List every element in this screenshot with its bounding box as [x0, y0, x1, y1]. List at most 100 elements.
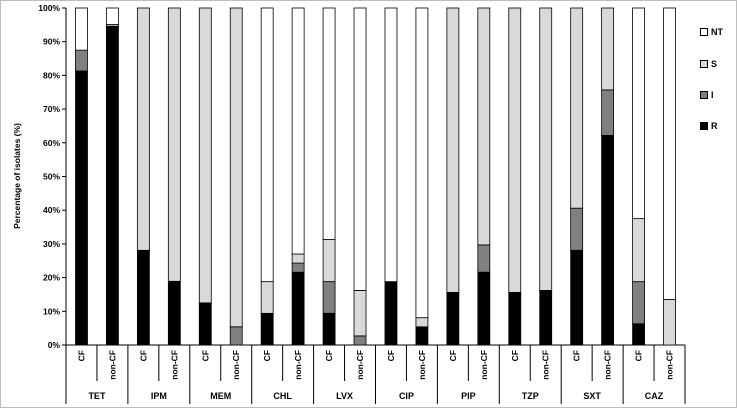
- x-group-label: TET: [88, 391, 106, 401]
- x-sub-label: CF: [200, 350, 210, 361]
- x-sub-label: non-CF: [355, 350, 365, 380]
- x-group-label: CAZ: [645, 391, 664, 401]
- y-axis-label: Percentage of isolates (%): [12, 123, 22, 229]
- bar-segment-s-mem-cf: [198, 7, 212, 304]
- x-sub-label: CF: [262, 350, 272, 361]
- legend-swatch-nt: [700, 28, 708, 36]
- x-sub-label: CF: [386, 350, 396, 361]
- y-tick-label: 50%: [43, 172, 60, 182]
- bar-segment-nt-cip-non-cf: [415, 7, 429, 319]
- x-sub-label: non-CF: [603, 350, 613, 380]
- bar-segment-s-tzp-non-cf: [539, 7, 553, 291]
- x-sub-label: non-CF: [231, 350, 241, 380]
- bar-segment-s-ipm-cf: [136, 7, 150, 251]
- bar-segment-i-chl-non-cf: [291, 262, 305, 273]
- x-sub-label: CF: [138, 350, 148, 361]
- x-group-label: PIP: [461, 391, 476, 401]
- bar-segment-r-tzp-cf: [508, 292, 522, 346]
- x-group-label: LVX: [336, 391, 353, 401]
- bar-segment-r-pip-non-cf: [477, 271, 491, 346]
- legend-item-s: S: [700, 58, 717, 70]
- bar-segment-s-sxt-non-cf: [601, 7, 615, 91]
- x-sub-label: non-CF: [665, 350, 675, 380]
- legend-swatch-s: [700, 60, 708, 68]
- bar-segment-s-caz-cf: [632, 218, 645, 283]
- bar-segment-i-sxt-cf: [570, 207, 584, 251]
- legend-item-nt: NT: [700, 26, 723, 38]
- bar-segment-i-mem-non-cf: [229, 326, 243, 346]
- x-sub-label: CF: [572, 350, 582, 361]
- y-tick-label: 40%: [43, 205, 60, 215]
- bar-segment-r-tet-non-cf: [106, 25, 119, 346]
- bar-segment-i-pip-non-cf: [477, 244, 491, 273]
- x-group-label: CIP: [399, 391, 414, 401]
- bar-segment-nt-lvx-non-cf: [353, 7, 367, 291]
- legend-swatch-r: [700, 122, 708, 130]
- legend-label-i: I: [711, 90, 714, 100]
- bar-segment-r-sxt-cf: [570, 249, 584, 346]
- legend-swatch-i: [700, 91, 708, 99]
- bar-segment-s-tzp-cf: [508, 7, 522, 293]
- x-sub-label: non-CF: [107, 350, 117, 380]
- bar-segment-nt-chl-non-cf: [291, 7, 305, 255]
- y-tick-label: 80%: [43, 70, 60, 80]
- y-tick-label: 10%: [43, 306, 60, 316]
- bar-segment-nt-lvx-cf: [322, 7, 336, 240]
- x-group-label: MEM: [210, 391, 231, 401]
- y-tick-label: 70%: [43, 104, 60, 114]
- x-sub-label: non-CF: [417, 350, 427, 380]
- x-group-label: SXT: [583, 391, 601, 401]
- bar-segment-s-cip-non-cf: [415, 317, 429, 328]
- x-sub-label: non-CF: [293, 350, 303, 380]
- legend-label-r: R: [711, 121, 718, 131]
- y-tick-label: 0%: [48, 340, 61, 350]
- bar-segment-s-sxt-cf: [570, 7, 584, 209]
- bar-segment-s-ipm-non-cf: [167, 7, 181, 282]
- bar-segment-r-pip-cf: [446, 292, 460, 346]
- legend-label-nt: NT: [711, 27, 723, 37]
- legend-label-s: S: [711, 59, 718, 69]
- x-sub-label: CF: [76, 350, 86, 361]
- bar-segment-nt-cip-cf: [384, 7, 398, 283]
- bar-segment-r-cip-non-cf: [415, 326, 429, 346]
- x-group-label: CHL: [273, 391, 292, 401]
- x-sub-label: CF: [634, 350, 644, 361]
- bar-segment-r-chl-non-cf: [291, 271, 305, 346]
- bar-segment-r-ipm-cf: [136, 249, 150, 346]
- bar-segment-s-lvx-cf: [322, 239, 336, 283]
- bar-segment-r-caz-cf: [632, 323, 645, 346]
- bar-segment-s-pip-non-cf: [477, 7, 491, 246]
- bar-segment-nt-caz-non-cf: [663, 7, 676, 300]
- bar-segment-nt-tet-non-cf: [106, 7, 119, 25]
- bar-segment-s-chl-non-cf: [291, 253, 305, 264]
- bar-segment-r-tet-cf: [75, 70, 88, 346]
- plot-area: 0% 10% 20% 30% 40% 50% 60% 70% 80% 90% 100% CF non-C…: [38, 3, 686, 404]
- bar-segment-i-caz-cf: [632, 281, 645, 325]
- bar-segment-nt-tet-cf: [75, 7, 88, 51]
- legend-item-r: R: [700, 120, 718, 132]
- bar-segment-r-lvx-cf: [322, 312, 336, 346]
- bar-segment-i-tet-cf: [75, 49, 88, 72]
- bar-segment-i-lvx-cf: [322, 281, 336, 314]
- bar-segment-r-cip-cf: [384, 281, 398, 346]
- x-group-label: IPM: [151, 391, 167, 401]
- y-tick-label: 60%: [43, 138, 60, 148]
- bar-segment-nt-chl-cf: [260, 7, 274, 283]
- y-tick-label: 90%: [43, 37, 60, 47]
- y-tick-label: 20%: [43, 273, 60, 283]
- legend-item-i: I: [700, 89, 714, 101]
- x-sub-label: non-CF: [541, 350, 551, 380]
- bar-segment-nt-caz-cf: [632, 7, 645, 220]
- x-sub-label: CF: [324, 350, 334, 361]
- bar-segment-s-caz-non-cf: [663, 299, 676, 346]
- bar-segment-r-sxt-non-cf: [601, 134, 615, 346]
- y-tick-label: 100%: [38, 3, 60, 13]
- bar-segment-s-pip-cf: [446, 7, 460, 293]
- bar-segment-r-mem-cf: [198, 302, 212, 346]
- bar-segment-i-lvx-non-cf: [353, 335, 367, 346]
- bar-segment-s-lvx-non-cf: [353, 290, 367, 337]
- y-tick-label: 30%: [43, 239, 60, 249]
- bar-segment-i-sxt-non-cf: [601, 89, 615, 136]
